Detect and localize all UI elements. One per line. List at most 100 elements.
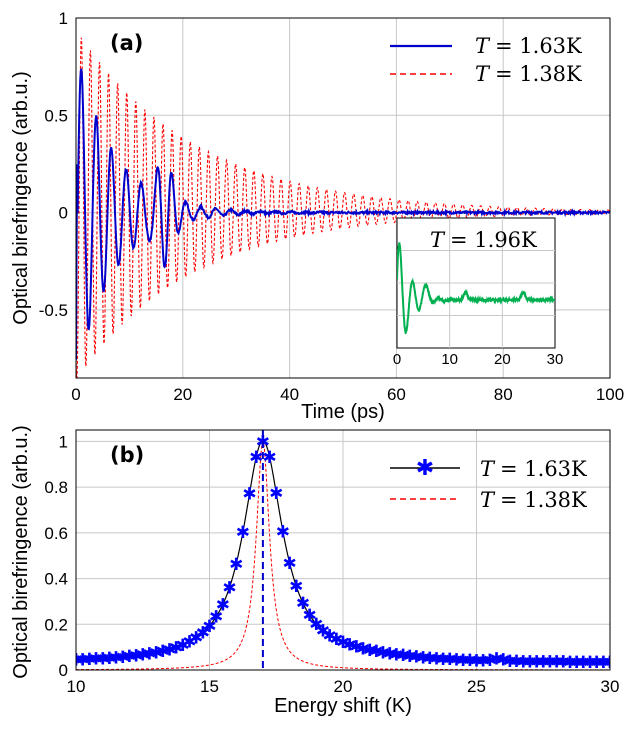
panel-b-label: (b) <box>110 443 144 467</box>
panel-a-inset: T = 1.96K 0 10 20 30 <box>393 217 564 368</box>
y-tick-label: 0.6 <box>44 524 68 543</box>
panel-a-ylabel: Optical birefringence (arb.u.) <box>10 71 32 324</box>
inset-x-tick-label: 10 <box>441 351 458 368</box>
data-point-marker: ✱ <box>563 653 577 673</box>
data-point-marker: ✱ <box>102 649 116 669</box>
panel-b-frame <box>75 429 611 671</box>
data-point-marker: ✱ <box>583 653 597 673</box>
inset-tick-labels: 0 10 20 30 <box>393 351 564 368</box>
series-line-blue <box>76 68 610 360</box>
data-point-marker: ✱ <box>282 554 296 574</box>
data-point-marker: ✱ <box>576 653 590 673</box>
x-tick-label: 20 <box>334 677 353 696</box>
x-tick-label: 40 <box>280 385 299 404</box>
y-tick-label: 0 <box>59 661 68 680</box>
data-point-marker: ✱ <box>162 640 176 660</box>
panel-b-tick-labels: 10 15 20 25 30 0 0.2 0.4 0.6 0.8 1 <box>44 432 619 696</box>
panel-a-label: (a) <box>110 31 143 55</box>
panel-b-series: ✱✱✱✱✱✱✱✱✱✱✱✱✱✱✱✱✱✱✱✱✱✱✱✱✱✱✱✱ ✱✱✱✱✱✱✱✱✱✱✱✱… <box>76 430 617 673</box>
data-point-marker: ✱ <box>416 648 430 668</box>
data-point-marker: ✱ <box>489 650 503 670</box>
data-point-marker: ✱ <box>189 629 203 649</box>
data-point-marker: ✱ <box>590 653 604 673</box>
x-tick-label: 30 <box>601 677 620 696</box>
data-point-marker: ✱ <box>529 652 543 672</box>
data-point-marker: ✱ <box>329 630 343 650</box>
y-tick-label: 0.8 <box>44 478 68 497</box>
legend-b-marker: ✱ <box>416 456 434 481</box>
y-tick-label: 0.5 <box>44 106 68 125</box>
data-point-marker: ✱ <box>82 650 96 670</box>
x-tick-label: 10 <box>67 677 86 696</box>
data-point-marker: ✱ <box>409 648 423 668</box>
data-point-marker: ✱ <box>449 650 463 670</box>
data-point-marker: ✱ <box>196 624 210 644</box>
data-point-marker: ✱ <box>216 595 230 615</box>
data-point-marker: ✱ <box>496 650 510 670</box>
panel-a: 0 20 40 60 80 100-0.500.51 (a) T = 1.63K T = 1.… <box>10 9 624 423</box>
inset-label: T = 1.96K <box>430 228 537 252</box>
data-point-marker: ✱ <box>603 653 617 673</box>
panel-a-legend: T = 1.63K T = 1.38K <box>390 34 582 86</box>
inset-series-line <box>397 242 555 335</box>
x-tick-label: 100 <box>596 385 624 404</box>
data-point-marker: ✱ <box>436 650 450 670</box>
data-point-marker: ✱ <box>169 638 183 658</box>
inset-series <box>397 242 555 335</box>
x-tick-label: 15 <box>200 677 219 696</box>
data-point-marker: ✱ <box>403 647 417 667</box>
data-point-marker: ✱ <box>303 606 317 626</box>
data-point-marker: ✱ <box>523 652 537 672</box>
y-tick-label: -0.5 <box>39 301 68 320</box>
panel-a-tick-labels: 0 20 40 60 80 100-0.500.51 <box>39 9 624 404</box>
data-point-marker: ✱ <box>363 641 377 661</box>
data-point-marker: ✱ <box>236 523 250 543</box>
legend-a-label-2: T = 1.38K <box>475 62 582 86</box>
data-point-marker: ✱ <box>156 642 170 662</box>
data-point-marker: ✱ <box>323 626 337 646</box>
data-point-marker: ✱ <box>396 646 410 666</box>
data-point-marker: ✱ <box>429 649 443 669</box>
panel-a-frame <box>75 17 611 379</box>
data-point-marker: ✱ <box>89 650 103 670</box>
x-tick-label: 25 <box>467 677 486 696</box>
data-point-marker: ✱ <box>596 653 610 673</box>
legend-b-label-1: T = 1.63K <box>480 457 587 481</box>
series-line-black <box>76 440 610 663</box>
data-point-marker: ✱ <box>556 653 570 673</box>
data-point-marker: ✱ <box>76 650 90 670</box>
data-point-marker: ✱ <box>383 644 397 664</box>
data-point-marker: ✱ <box>503 652 517 672</box>
data-point-marker: ✱ <box>222 578 236 598</box>
data-point-marker: ✱ <box>476 651 490 671</box>
data-point-marker: ✱ <box>336 633 350 653</box>
data-point-marker: ✱ <box>182 633 196 653</box>
data-point-marker: ✱ <box>309 615 323 635</box>
data-point-marker: ✱ <box>136 646 150 666</box>
data-point-marker: ✱ <box>570 653 584 673</box>
data-point-marker: ✱ <box>356 639 370 659</box>
x-tick-label: 80 <box>494 385 513 404</box>
data-point-marker: ✱ <box>269 484 283 504</box>
panel-a-series <box>76 37 610 378</box>
data-point-marker: ✱ <box>376 643 390 663</box>
y-tick-label: 0 <box>59 204 68 223</box>
data-point-marker: ✱ <box>389 645 403 665</box>
data-point-marker: ✱ <box>229 555 243 575</box>
data-point-marker: ✱ <box>149 643 163 663</box>
data-point-marker: ✱ <box>423 649 437 669</box>
data-point-marker: ✱ <box>443 650 457 670</box>
data-point-marker: ✱ <box>296 594 310 614</box>
inset-x-tick-label: 30 <box>547 351 564 368</box>
data-point-marker: ✱ <box>202 617 216 637</box>
data-point-marker: ✱ <box>549 653 563 673</box>
data-point-marker: ✱ <box>483 651 497 671</box>
data-point-marker: ✱ <box>343 636 357 656</box>
data-point-marker: ✱ <box>142 645 156 665</box>
data-point-marker: ✱ <box>122 647 136 667</box>
y-tick-label: 1 <box>59 9 68 28</box>
data-point-marker: ✱ <box>129 646 143 666</box>
inset-x-tick-label: 0 <box>393 351 401 368</box>
